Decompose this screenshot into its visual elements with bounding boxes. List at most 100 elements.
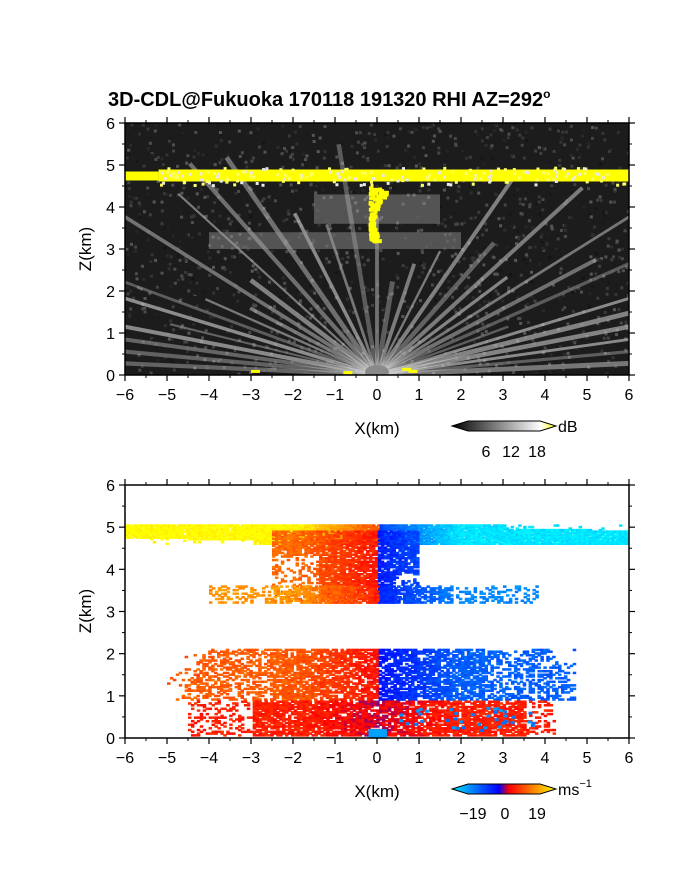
velocity-cell-cloud-top-layer (513, 534, 517, 538)
velocity-cell-upper-layer (327, 576, 332, 580)
noise-speckle (610, 258, 614, 262)
noise-speckle (367, 333, 371, 337)
noise-speckle (511, 155, 515, 159)
velocity-cell-cloud-top-layer (485, 542, 489, 546)
noise-speckle (589, 272, 593, 276)
ground-echo (402, 367, 412, 371)
velocity-cell-cloud-top-layer (160, 527, 164, 530)
noise-speckle (425, 126, 429, 130)
noise-speckle (147, 340, 151, 344)
noise-speckle (206, 250, 210, 254)
velocity-cell-upper-layer (345, 546, 349, 549)
velocity-cell-upper-layer (363, 592, 367, 595)
velocity-cell-cloud-top-layer (472, 533, 477, 536)
velocity-cell-cloud-top-layer (535, 539, 540, 542)
echo-column-cell (369, 190, 374, 195)
velocity-cell-upper-layer (351, 560, 355, 564)
noise-speckle (277, 310, 281, 314)
noise-speckle (507, 360, 511, 364)
velocity-cell-cloud-top-layer (135, 525, 139, 529)
cloud-top-speckle (426, 176, 430, 180)
noise-speckle (218, 357, 222, 361)
noise-speckle (596, 279, 600, 283)
noise-speckle (333, 347, 337, 351)
velocity-cell-cloud-top-layer (251, 524, 255, 527)
velocity-cell-cloud-top-layer (361, 525, 366, 529)
velocity-cell-cloud-top-layer (152, 530, 157, 533)
velocity-cell-cloud-top-layer (608, 531, 613, 535)
velocity-cell-upper-layer (321, 548, 326, 551)
noise-speckle (412, 156, 416, 160)
noise-speckle (497, 217, 501, 221)
velocity-cell-cloud-top-layer (503, 525, 507, 529)
noise-speckle (297, 322, 301, 326)
velocity-cell-upper-layer (298, 571, 302, 574)
velocity-cell-upper-layer (342, 576, 347, 580)
velocity-cell-cloud-top-layer (240, 527, 245, 530)
velocity-cell-upper-layer (274, 551, 279, 555)
velocity-cell-cloud-top-layer (142, 524, 147, 527)
cloud-top-layer-left (125, 171, 159, 181)
velocity-cell-cloud-top-layer (253, 524, 258, 527)
noise-speckle (201, 336, 205, 340)
noise-speckle (279, 316, 283, 320)
velocity-cell-cloud-top-layer (253, 536, 258, 539)
velocity-cell-upper-layer (274, 553, 279, 556)
velocity-cell-cloud-top-layer (427, 527, 431, 530)
velocity-cell-upper-layer (357, 572, 361, 576)
cloud-top-speckle (213, 172, 217, 176)
velocity-cell-cloud-top-layer (611, 534, 615, 538)
velocity-cell-upper-layer (360, 562, 364, 565)
velocity-cell-upper-layer (345, 553, 349, 556)
velocity-cell-cloud-top-layer (203, 524, 207, 527)
noise-speckle (430, 283, 434, 287)
velocity-cell-cloud-top-layer (623, 542, 628, 546)
velocity-cell-cloud-top-layer (190, 524, 195, 527)
velocity-cell-cloud-top-layer (253, 542, 258, 546)
noise-speckle (398, 203, 402, 207)
velocity-cell-cloud-top-layer (195, 537, 200, 541)
velocity-cell-upper-layer (292, 551, 297, 555)
noise-speckle (529, 226, 533, 230)
velocity-cell-upper-layer (345, 567, 349, 571)
velocity-cell-cloud-top-layer (503, 524, 507, 527)
noise-speckle (125, 126, 129, 130)
velocity-cell-upper-layer (292, 544, 297, 548)
noise-speckle (127, 187, 131, 191)
velocity-cell-upper-layer (351, 574, 355, 578)
noise-speckle (213, 219, 217, 223)
velocity-cell-upper-layer (292, 530, 297, 533)
noise-speckle (238, 155, 242, 159)
noise-speckle (524, 304, 528, 308)
velocity-cell-cloud-top-layer (442, 533, 447, 536)
velocity-cell-cloud-top-layer (344, 527, 348, 530)
velocity-cell-cloud-top-layer (543, 539, 547, 542)
noise-speckle (142, 278, 146, 282)
velocity-cell-cloud-top-layer (167, 525, 172, 529)
echo-ray (249, 278, 379, 375)
velocity-cell-upper-layer (327, 564, 332, 567)
cloud-top-speckle (360, 171, 364, 175)
noise-speckle (283, 129, 287, 133)
cloud-top-speckle (188, 172, 192, 176)
noise-speckle (299, 292, 303, 296)
velocity-cell-cloud-top-layer (568, 528, 573, 532)
noise-speckle (309, 183, 313, 187)
velocity-cell-cloud-top-layer (550, 536, 555, 539)
velocity-cell-cloud-top-layer (510, 525, 515, 529)
velocity-cell-upper-layer (321, 539, 326, 542)
velocity-cell-cloud-top-layer (495, 524, 499, 527)
velocity-cell-cloud-top-layer (434, 542, 439, 546)
velocity-cell-cloud-top-layer (210, 527, 215, 530)
velocity-cell-cloud-top-layer (185, 536, 189, 539)
noise-speckle (458, 272, 462, 276)
noise-speckle (562, 223, 566, 227)
velocity-cell-cloud-top-layer (152, 534, 157, 538)
velocity-cell-upper-layer (301, 537, 305, 541)
noise-speckle (352, 190, 356, 194)
noise-speckle (440, 296, 444, 300)
velocity-cell-upper-layer (333, 555, 338, 558)
velocity-cell-cloud-top-layer (588, 542, 593, 546)
noise-speckle (602, 274, 606, 278)
velocity-cell-cloud-top-layer (185, 530, 189, 533)
